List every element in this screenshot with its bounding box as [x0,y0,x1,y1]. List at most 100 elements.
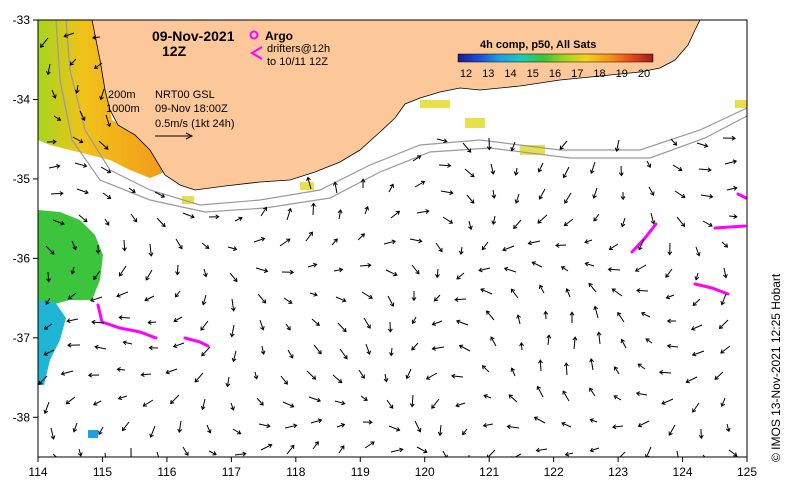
current-arrow-icon [117,395,128,401]
current-arrow-icon [232,428,242,435]
current-arrow-icon [145,269,153,281]
current-arrow-icon [696,142,709,148]
current-arrow-icon [458,246,464,255]
current-arrow-icon [464,168,475,178]
current-arrow-icon [389,347,394,357]
current-arrow-icon [383,373,389,383]
current-arrow-icon [256,397,264,406]
current-arrow-icon [531,261,543,268]
current-arrow-icon [93,62,103,70]
current-arrow-icon [409,394,415,408]
current-arrow-icon [71,240,77,251]
current-arrow-icon [177,420,183,433]
current-arrow-icon [208,214,220,220]
current-arrow-icon [335,296,347,303]
current-arrow-icon [194,372,204,383]
current-arrow-icon [311,318,320,326]
map-date: 09-Nov-2021 [152,28,235,44]
x-tick-label: 114 [28,465,47,479]
current-arrow-icon [201,242,210,249]
current-arrow-icon [182,446,189,456]
current-arrow-icon [537,162,544,173]
current-arrow-icon [52,219,65,226]
current-arrow-icon [490,336,497,347]
current-arrow-icon [533,416,546,424]
current-arrow-icon [255,267,269,273]
current-arrow-icon [563,362,569,376]
current-arrow-icon [565,288,571,298]
current-arrow-icon [691,350,705,357]
drifter-tracks [96,192,747,348]
current-arrow-icon [203,268,208,278]
current-arrow-icon [411,264,420,275]
current-arrow-icon [284,423,298,429]
current-arrow-icon [676,450,679,457]
current-arrow-icon [306,370,317,380]
plot-area [38,20,747,457]
current-arrow-icon [257,293,267,304]
current-arrow-icon [149,425,156,439]
current-arrow-icon [279,238,291,247]
drifters-label-2: to 10/11 12Z [267,56,328,68]
current-arrow-icon [510,367,516,377]
colorbar-tick-label: 14 [504,68,516,80]
current-arrow-icon [98,426,104,436]
x-tick-label: 119 [351,465,370,479]
current-arrow-icon [431,346,445,351]
model-label: NRT00 GSL [155,89,215,101]
plot-frame [37,19,748,458]
current-arrow-icon [390,447,404,453]
current-arrow-icon [536,385,544,398]
y-tick-label: -36 [13,251,31,265]
land-mass [91,20,701,191]
current-arrow-icon [230,298,236,312]
current-arrow-icon [593,305,599,319]
current-arrow-icon [478,267,491,273]
current-arrow-icon [201,346,211,357]
current-arrow-icon [411,291,417,302]
current-arrow-icon [456,272,465,280]
colorbar-tick-label: 19 [616,68,628,80]
current-arrow-icon [637,363,646,370]
current-arrow-icon [513,219,522,230]
current-arrow-icon [589,357,594,371]
current-arrow-icon [361,291,373,299]
colorbar-tick-label: 17 [571,68,583,80]
colorbar [457,53,654,63]
current-arrow-icon [543,310,549,320]
current-arrow-icon [596,331,602,345]
current-arrow-icon [128,187,136,193]
isobath-1000m-label: 1000m [106,103,140,115]
colorbar-title: 4h comp, p50, All Sats [480,39,596,51]
current-arrow-icon [491,189,497,199]
current-arrow-icon [72,422,78,433]
current-arrow-icon [309,292,318,297]
current-arrow-icon [728,449,738,457]
current-arrow-icon [52,453,60,457]
current-arrow-icon [409,238,423,244]
x-tick-label: 122 [544,465,564,479]
current-arrow-icon [692,402,700,413]
current-arrow-icon [90,296,103,303]
current-arrow-icon [634,264,647,272]
current-arrow-icon [285,323,291,331]
current-arrow-icon [173,316,183,323]
current-arrow-icon [620,191,626,201]
current-arrow-icon [313,344,322,355]
current-arrow-icon [674,190,686,198]
isobath-200m-label: 200m [108,89,136,101]
current-arrow-icon [490,163,496,175]
current-arrow-icon [695,246,701,257]
current-arrow-icon [307,262,318,268]
y-tick-label: -34 [13,92,31,106]
current-arrow-icon [617,311,625,323]
current-arrow-icon [593,213,600,222]
current-arrow-icon [620,338,627,349]
current-arrow-icon [358,369,365,379]
current-arrow-icon [92,400,102,406]
x-tick-label: 125 [737,465,757,479]
current-arrow-icon [502,245,515,252]
current-arrow-icon [46,139,57,145]
current-arrow-icon [612,424,624,430]
